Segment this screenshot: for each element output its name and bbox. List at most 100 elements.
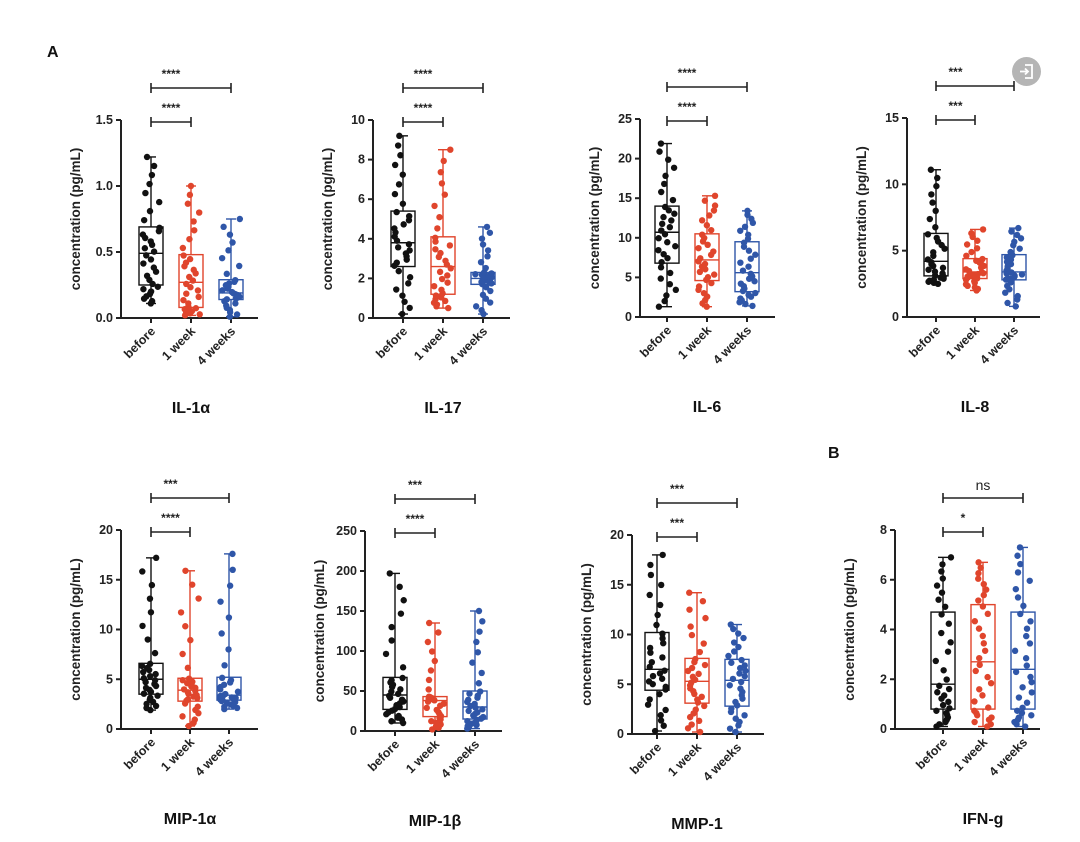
- significance-label: ****: [162, 101, 181, 115]
- y-axis-label: concentration (pg/mL): [579, 563, 594, 706]
- data-point: [397, 686, 404, 693]
- data-point: [740, 239, 748, 246]
- data-point: [1021, 723, 1029, 730]
- data-point: [697, 255, 704, 262]
- data-point: [703, 222, 711, 229]
- sign-in-icon[interactable]: [1012, 57, 1041, 86]
- data-point: [218, 630, 225, 637]
- data-point: [670, 164, 678, 171]
- data-point: [140, 260, 147, 267]
- data-point: [391, 190, 399, 198]
- data-point: [726, 682, 733, 689]
- data-point: [147, 609, 155, 616]
- panel-MMP-1: 0 5 10 15 20 concentration (pg/mL) before 1 wee…: [579, 482, 764, 833]
- data-point: [154, 692, 161, 699]
- data-point: [146, 180, 153, 188]
- significance-label: ***: [948, 65, 962, 79]
- data-point: [487, 287, 494, 295]
- panel-IL-6: 0 5 10 15 20 25 concentration (pg/mL) before 1 w…: [587, 66, 775, 416]
- data-point: [424, 638, 432, 646]
- data-point: [1003, 254, 1011, 261]
- data-point: [1014, 569, 1022, 576]
- y-tick-label: 15: [610, 578, 624, 592]
- data-point: [195, 293, 202, 301]
- data-point: [736, 670, 743, 677]
- panel-IL-1α: 0.0 0.5 1.0 1.5 concentration (pg/mL) before 1…: [68, 67, 258, 417]
- data-point: [406, 304, 413, 312]
- data-point: [662, 172, 669, 180]
- y-tick-label: 0: [880, 722, 887, 736]
- data-point: [939, 701, 947, 709]
- data-point: [432, 246, 439, 253]
- significance-label: ***: [670, 516, 684, 530]
- data-point: [227, 676, 235, 684]
- data-point: [140, 216, 148, 224]
- data-point: [938, 611, 945, 618]
- data-point: [147, 256, 155, 263]
- data-point: [933, 182, 940, 190]
- x-tick-label: 4 weeks: [986, 735, 1030, 779]
- data-point: [982, 586, 990, 593]
- data-point: [194, 703, 201, 710]
- data-point: [741, 673, 748, 680]
- data-point: [398, 696, 406, 703]
- data-point: [660, 639, 667, 647]
- x-tick-label: before: [365, 737, 402, 774]
- significance-label: ****: [162, 67, 181, 81]
- x-tick-label: before: [913, 735, 950, 772]
- data-point: [699, 597, 707, 605]
- data-point: [660, 213, 667, 221]
- data-point: [472, 270, 479, 278]
- data-point: [663, 292, 670, 299]
- data-point: [196, 311, 203, 318]
- data-point: [484, 247, 492, 254]
- data-point: [1018, 271, 1026, 278]
- data-point: [933, 234, 940, 242]
- data-point: [687, 623, 694, 630]
- x-tick-label: 1 week: [159, 324, 198, 363]
- y-tick-label: 0: [106, 722, 113, 736]
- data-point: [478, 669, 485, 677]
- data-point: [696, 648, 704, 656]
- data-point: [466, 690, 473, 697]
- data-point: [979, 692, 986, 699]
- data-point: [979, 255, 986, 263]
- data-point: [979, 603, 987, 610]
- data-point: [146, 207, 154, 215]
- data-point: [943, 709, 950, 717]
- data-point: [232, 276, 239, 284]
- data-point: [435, 629, 442, 636]
- data-point: [486, 299, 494, 306]
- data-point: [388, 718, 395, 725]
- data-point: [971, 284, 979, 291]
- x-tick-label: before: [906, 323, 943, 360]
- data-point: [425, 693, 433, 700]
- data-point: [399, 310, 406, 318]
- data-point: [391, 225, 398, 232]
- chart-title: MMP-1: [671, 816, 723, 833]
- data-point: [938, 589, 946, 596]
- data-point: [660, 180, 668, 188]
- data-point: [151, 677, 159, 684]
- x-tick-label: 1 week: [158, 735, 197, 774]
- data-point: [479, 241, 487, 248]
- data-point: [220, 223, 227, 231]
- data-point: [741, 712, 748, 719]
- data-point: [151, 649, 159, 657]
- data-point: [653, 621, 660, 629]
- data-point: [442, 257, 449, 264]
- data-point: [475, 607, 483, 615]
- data-point: [730, 639, 738, 646]
- data-point: [980, 580, 987, 588]
- y-tick-label: 2: [358, 271, 365, 285]
- data-point: [739, 267, 747, 274]
- data-point: [177, 609, 185, 616]
- y-axis-label: concentration (pg/mL): [587, 147, 602, 290]
- data-point: [707, 226, 715, 234]
- data-point: [979, 226, 987, 233]
- data-point: [141, 245, 149, 252]
- data-point: [1016, 544, 1024, 551]
- data-point: [146, 672, 154, 680]
- x-tick-label: before: [121, 735, 158, 772]
- data-point: [695, 670, 702, 678]
